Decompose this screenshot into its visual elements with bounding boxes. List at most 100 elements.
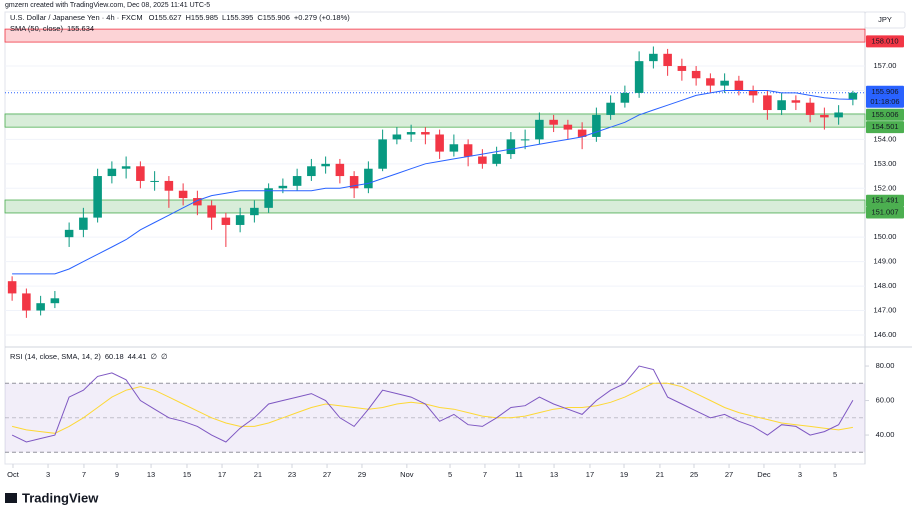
candle-body bbox=[577, 129, 587, 137]
candle-body bbox=[592, 114, 601, 137]
x-tick-label: 5 bbox=[833, 470, 837, 479]
x-tick-label: 11 bbox=[515, 470, 523, 479]
x-tick-label: Oct bbox=[7, 470, 20, 479]
candle-body bbox=[136, 166, 145, 181]
candle-body bbox=[492, 154, 501, 164]
zone bbox=[4, 113, 866, 128]
legend-value: C155.906 bbox=[257, 13, 290, 22]
candle-body bbox=[620, 92, 630, 103]
price-tag bbox=[866, 121, 904, 134]
candle-body bbox=[720, 80, 729, 86]
candle-body bbox=[734, 80, 744, 91]
y-tick-label: 150.00 bbox=[874, 232, 897, 241]
x-tick-label: 27 bbox=[323, 470, 331, 479]
rsi-band bbox=[5, 383, 865, 453]
y-tick-label: 149.00 bbox=[874, 257, 897, 266]
x-tick-label: 23 bbox=[288, 470, 296, 479]
candle-body bbox=[449, 144, 459, 152]
candle-body bbox=[691, 70, 701, 79]
x-tick-label: 15 bbox=[183, 470, 191, 479]
y-tick-label: 154.00 bbox=[874, 134, 897, 143]
candle-body bbox=[307, 166, 316, 177]
price-tag-label: 151.491 bbox=[871, 196, 898, 205]
candle-body bbox=[834, 112, 843, 118]
x-tick-label: Dec bbox=[757, 470, 771, 479]
x-tick-label: 25 bbox=[690, 470, 698, 479]
legend-value: 155.634 bbox=[67, 24, 94, 33]
candle-body bbox=[207, 205, 216, 218]
chart-title: U.S. Dollar / Japanese Yen · 4h · FXCM bbox=[10, 13, 143, 22]
candle-body bbox=[606, 102, 615, 115]
candle-body bbox=[36, 303, 45, 311]
header: gmzern created with TradingView.com, Dec… bbox=[5, 2, 210, 9]
candle-body bbox=[563, 124, 573, 130]
brand: TradingView bbox=[22, 490, 99, 505]
legend-value: ∅ bbox=[161, 352, 168, 361]
chart-title: RSI (14, close, SMA, 14, 2) bbox=[10, 352, 101, 361]
price-tag-label: 154.501 bbox=[871, 122, 898, 131]
zone bbox=[4, 199, 866, 214]
y-tick-label: 146.00 bbox=[874, 330, 897, 339]
candle-body bbox=[748, 90, 758, 96]
price-tag bbox=[866, 206, 904, 219]
legend-value: 60.18 bbox=[105, 352, 124, 361]
candle-body bbox=[64, 229, 74, 238]
candle-body bbox=[478, 156, 487, 164]
candle-body bbox=[791, 100, 801, 103]
x-tick-label: 7 bbox=[483, 470, 487, 479]
y-tick-label: 153.00 bbox=[874, 159, 897, 168]
x-tick-label: 9 bbox=[115, 470, 119, 479]
candle-body bbox=[349, 176, 359, 189]
logo-icon bbox=[5, 493, 17, 503]
price-tag bbox=[866, 108, 904, 121]
candle-body bbox=[706, 78, 715, 86]
candle-body bbox=[150, 180, 159, 182]
candle-body bbox=[435, 134, 444, 152]
candle-body bbox=[777, 100, 786, 111]
candle-body bbox=[193, 198, 202, 206]
currency[interactable]: JPY bbox=[878, 15, 892, 24]
legend-value: L155.395 bbox=[222, 13, 253, 22]
legend-value: H155.985 bbox=[186, 13, 219, 22]
candle-body bbox=[406, 132, 416, 135]
x-tick-label: 7 bbox=[82, 470, 86, 479]
price-tag bbox=[866, 35, 904, 48]
candle-body bbox=[392, 134, 402, 140]
candle-body bbox=[663, 53, 672, 67]
price-tag-label: 151.007 bbox=[871, 208, 898, 217]
x-tick-label: 19 bbox=[620, 470, 628, 479]
series-line bbox=[11, 382, 853, 434]
x-tick-label: 13 bbox=[147, 470, 155, 479]
x-tick-label: Nov bbox=[400, 470, 414, 479]
x-tick-label: 13 bbox=[550, 470, 558, 479]
legend-value: 44.41 bbox=[128, 352, 147, 361]
countdown: 01:18:06 bbox=[870, 97, 899, 106]
candle-body bbox=[805, 102, 815, 115]
candle-body bbox=[93, 176, 102, 218]
y-tick-label: 40.00 bbox=[876, 430, 895, 439]
candle-body bbox=[250, 207, 259, 216]
x-tick-label: 21 bbox=[656, 470, 664, 479]
candle-body bbox=[421, 132, 430, 135]
x-tick-label: 27 bbox=[725, 470, 733, 479]
currency-box[interactable] bbox=[864, 11, 906, 29]
y-tick-label: 157.00 bbox=[874, 61, 897, 70]
legend-value: +0.279 (+0.18%) bbox=[294, 13, 350, 22]
candle-body bbox=[292, 176, 302, 186]
candle-body bbox=[364, 168, 373, 189]
candle-body bbox=[79, 217, 88, 230]
price-tag-label: 155.006 bbox=[871, 110, 898, 119]
candle-body bbox=[235, 215, 245, 225]
legend-name: SMA (50, close) bbox=[10, 24, 63, 33]
x-tick-label: 3 bbox=[798, 470, 802, 479]
candle-body bbox=[321, 163, 330, 167]
price-tag bbox=[866, 85, 904, 108]
x-tick-label: 29 bbox=[358, 470, 366, 479]
candle-body bbox=[848, 92, 858, 100]
candle-body bbox=[221, 217, 231, 225]
candle-body bbox=[264, 188, 273, 208]
candle-body bbox=[549, 119, 558, 125]
y-tick-label: 80.00 bbox=[876, 361, 895, 370]
